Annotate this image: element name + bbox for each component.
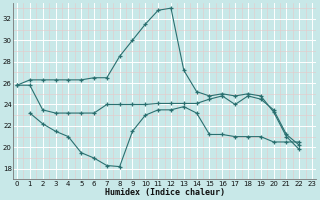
X-axis label: Humidex (Indice chaleur): Humidex (Indice chaleur): [105, 188, 225, 197]
